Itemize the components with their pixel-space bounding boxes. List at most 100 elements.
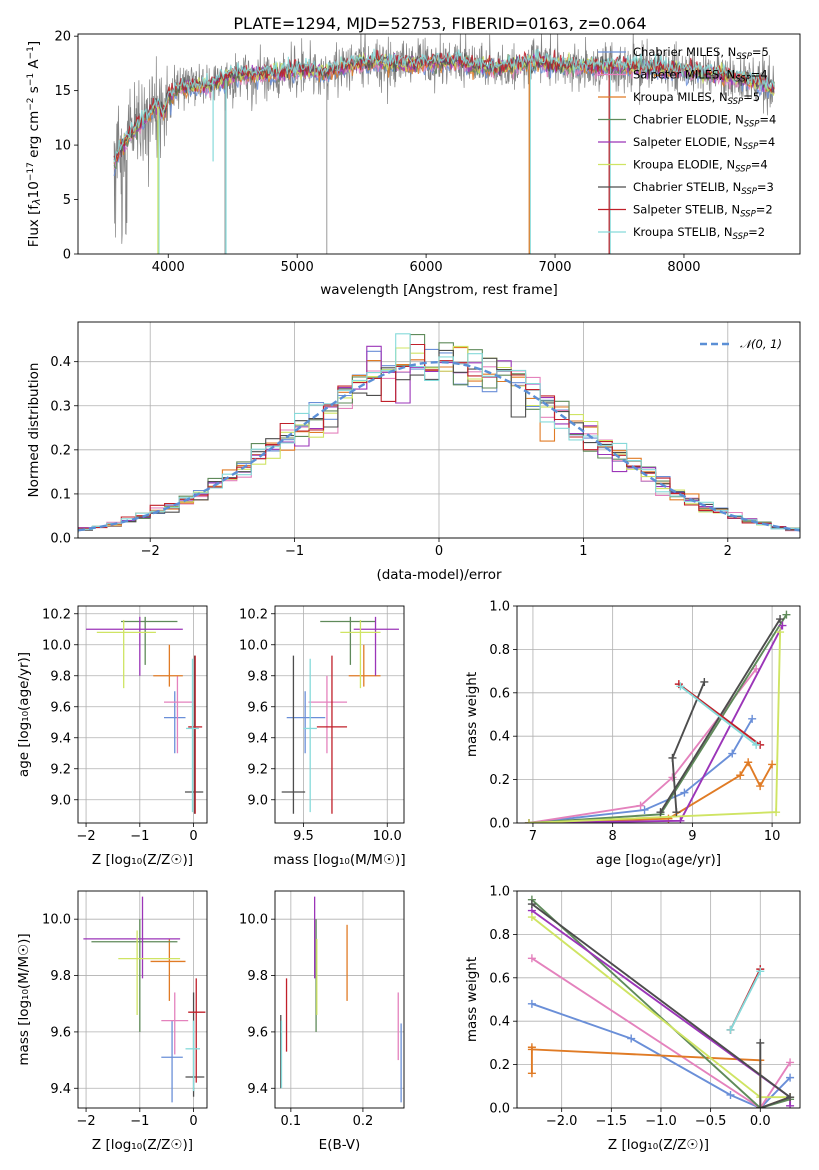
x-tick-label: −1.0 xyxy=(645,1114,677,1129)
y-tick-label: 9.0 xyxy=(247,793,268,808)
x-tick-label: −2 xyxy=(76,1114,95,1129)
series-group xyxy=(524,610,791,823)
series-marker xyxy=(728,749,737,758)
errorbar-group xyxy=(281,616,399,814)
legend-label: Chabrier ELODIE, NSSP=4 xyxy=(633,113,776,130)
legend-label: Chabrier STELIB, NSSP=3 xyxy=(633,180,774,197)
y-axis-label: mass [log₁₀(M/M☉)] xyxy=(16,933,32,1065)
x-tick-label: 8 xyxy=(609,829,617,844)
axes-frame xyxy=(77,321,801,539)
series-marker xyxy=(744,758,753,767)
series-marker xyxy=(772,808,781,817)
x-tick-label: 6000 xyxy=(410,260,443,275)
legend-label: Kroupa STELIB, NSSP=2 xyxy=(633,225,765,242)
axes-residuals: −2 −1 0 1 2 0.0 0.1 0.2 0.3 0.4 xyxy=(50,322,800,559)
y-tick-label: 10.0 xyxy=(42,913,71,928)
y-tick-label: 0.4 xyxy=(489,730,510,745)
y-tick-label: 9.8 xyxy=(247,669,268,684)
series-marker xyxy=(776,615,785,624)
y-tick-label: 0.0 xyxy=(489,1102,510,1117)
axes-frame xyxy=(77,890,208,1109)
y-tick-label: 10.2 xyxy=(42,607,71,622)
series-marker xyxy=(640,805,649,814)
series-marker xyxy=(668,773,677,782)
axes-mass_vs_Z: −2 −1 0 9.4 9.6 9.8 10.0 xyxy=(42,891,207,1129)
series-marker xyxy=(752,740,761,749)
x-tick-label: −2.0 xyxy=(546,1114,578,1129)
x-tick-label: −0.5 xyxy=(695,1114,727,1129)
y-tick-label: 0.0 xyxy=(50,532,71,547)
y-tick-label: 9.4 xyxy=(50,1082,71,1097)
y-tick-label: 9.2 xyxy=(50,762,71,777)
series-marker xyxy=(527,913,536,922)
series-marker xyxy=(527,1069,536,1078)
y-tick-label: 1.0 xyxy=(489,600,510,615)
errorbar-group xyxy=(86,616,204,814)
y-tick-label: 0.6 xyxy=(489,971,510,986)
series-marker xyxy=(776,628,785,637)
series-marker xyxy=(676,682,685,691)
series-marker xyxy=(726,1090,735,1099)
y-axis-label: mass weight xyxy=(464,672,480,757)
x-tick-label: 7000 xyxy=(538,260,571,275)
y-tick-label: 20 xyxy=(54,30,71,45)
x-tick-label: 8000 xyxy=(667,260,700,275)
x-axis-label: wavelength [Angstrom, rest frame] xyxy=(320,282,558,298)
series-line xyxy=(528,760,773,823)
y-tick-label: 9.4 xyxy=(247,731,268,746)
histogram-group xyxy=(78,333,800,534)
axes-frame xyxy=(516,605,801,824)
series-line xyxy=(678,683,761,746)
y-axis-label: Flux [fλ10−17 erg cm−2 s−1 A−1] xyxy=(26,41,43,247)
series-line xyxy=(531,903,793,1108)
y-tick-label: 10.2 xyxy=(239,607,268,622)
x-tick-label: 0 xyxy=(189,1114,197,1129)
series-marker xyxy=(672,808,681,817)
y-tick-label: 9.8 xyxy=(50,969,71,984)
x-tick-label: 2 xyxy=(724,544,732,559)
series-marker xyxy=(527,954,536,963)
legend-label: Salpeter ELODIE, NSSP=4 xyxy=(633,135,775,152)
series-marker xyxy=(786,1093,795,1102)
series-marker xyxy=(527,1045,536,1054)
x-tick-label: −2 xyxy=(76,829,95,844)
spectrum-model-line xyxy=(113,48,775,163)
y-tick-label: 9.6 xyxy=(50,1025,71,1040)
x-tick-label: −1 xyxy=(130,829,149,844)
series-line xyxy=(531,957,791,1108)
x-axis-label: Z [log₁₀(Z/Z☉)] xyxy=(92,852,193,868)
x-tick-label: 0 xyxy=(435,544,443,559)
y-tick-label: 9.8 xyxy=(50,669,71,684)
y-tick-label: 10.0 xyxy=(42,638,71,653)
series-group xyxy=(527,895,795,1108)
series-marker xyxy=(527,900,536,909)
series-marker xyxy=(627,1034,636,1043)
axes-frame xyxy=(77,605,208,824)
x-tick-label: −2 xyxy=(141,544,160,559)
y-tick-label: 9.6 xyxy=(50,700,71,715)
series-marker xyxy=(778,621,787,630)
y-tick-label: 15 xyxy=(54,84,71,99)
series-marker xyxy=(756,782,765,791)
legend-label: Chabrier MILES, NSSP=5 xyxy=(633,45,769,62)
x-tick-label: −1 xyxy=(130,1114,149,1129)
y-tick-label: 9.2 xyxy=(247,762,268,777)
y-tick-label: 9.4 xyxy=(247,1082,268,1097)
legend-label: 𝒩(0, 1) xyxy=(740,337,782,351)
series-marker xyxy=(524,819,533,823)
y-tick-label: 0 xyxy=(63,248,71,263)
errorbar-group xyxy=(83,896,206,1103)
series-line xyxy=(528,614,788,823)
axes-mass_vs_ebv: 0.1 0.2 9.4 9.6 9.8 10.0 xyxy=(239,891,404,1129)
y-tick-label: 0.8 xyxy=(489,928,510,943)
x-tick-label: 9 xyxy=(688,829,696,844)
y-tick-label: 1.0 xyxy=(489,885,510,900)
axes-frame xyxy=(77,33,801,255)
spectrum-legend: Chabrier MILES, NSSP=5 Salpeter MILES, NS… xyxy=(598,45,776,242)
x-tick-label: 0.1 xyxy=(281,1114,302,1129)
x-axis-label: E(B-V) xyxy=(319,1137,361,1153)
x-axis-label: mass [log₁₀(M/M☉)] xyxy=(273,852,405,868)
x-tick-label: −1.5 xyxy=(596,1114,628,1129)
y-tick-label: 10.0 xyxy=(239,913,268,928)
figure-title: PLATE=1294, MJD=52753, FIBERID=0163, z=0… xyxy=(233,14,646,33)
